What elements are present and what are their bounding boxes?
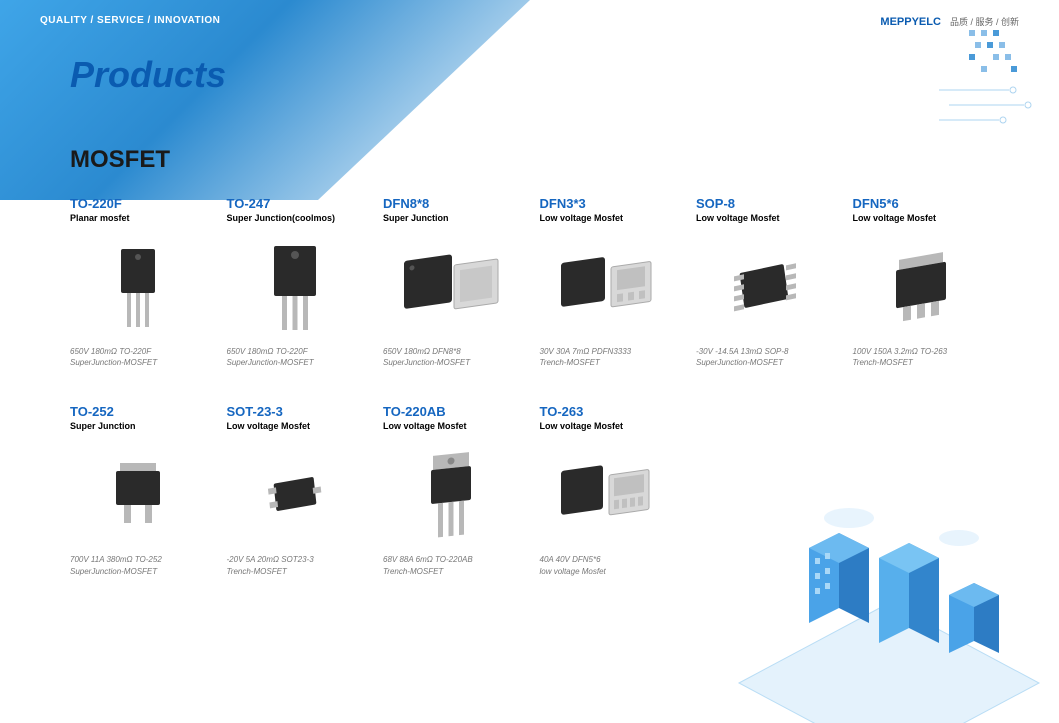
section-title: MOSFET [70,146,989,174]
product-image [70,233,207,338]
product-title: TO-220AB [383,404,520,419]
product-image [853,233,990,338]
product-title: DFN8*8 [383,196,520,211]
brand-sub: 品质 / 服务 / 创新 [950,17,1019,27]
product-grid: TO-220F Planar mosfet 650V 180mΩ TO-220F… [70,196,989,577]
product-image [70,441,207,546]
product-subtitle: Low voltage Mosfet [853,213,990,223]
product-card: TO-220F Planar mosfet 650V 180mΩ TO-220F… [70,196,207,368]
product-title: TO-252 [70,404,207,419]
product-card: DFN8*8 Super Junction 650V 180mΩ DFN8*8S… [383,196,520,368]
product-spec: 650V 180mΩ DFN8*8SuperJunction-MOSFET [383,346,520,368]
product-spec: -30V -14.5A 13mΩ SOP-8SuperJunction-MOSF… [696,346,833,368]
product-card: TO-247 Super Junction(coolmos) 650V 180m… [227,196,364,368]
header: QUALITY / SERVICE / INNOVATION MEPPYELC … [0,0,1059,96]
product-subtitle: Low voltage Mosfet [227,421,364,431]
product-card: SOT-23-3 Low voltage Mosfet -20V 5A 20mΩ… [227,404,364,576]
product-subtitle: Super Junction [383,213,520,223]
product-spec: 100V 150A 3.2mΩ TO-263Trench-MOSFET [853,346,990,368]
product-image [696,233,833,338]
product-image [540,233,677,338]
product-image [383,441,520,546]
page-title: Products [70,54,1019,96]
product-title: SOP-8 [696,196,833,211]
tagline: QUALITY / SERVICE / INNOVATION [40,15,1019,26]
product-spec: -20V 5A 20mΩ SOT23-3Trench-MOSFET [227,554,364,576]
product-card: DFN3*3 Low voltage Mosfet 30V 30A 7mΩ PD… [540,196,677,368]
brand-logo: MEPPYELC 品质 / 服务 / 创新 [880,15,1019,28]
product-subtitle: Super Junction [70,421,207,431]
product-image [227,233,364,338]
product-title: TO-247 [227,196,364,211]
product-spec: 650V 180mΩ TO-220FSuperJunction-MOSFET [70,346,207,368]
product-title: DFN5*6 [853,196,990,211]
product-spec: 30V 30A 7mΩ PDFN3333Trench-MOSFET [540,346,677,368]
product-card: DFN5*6 Low voltage Mosfet 100V 150A 3.2m… [853,196,990,368]
product-spec: 700V 11A 380mΩ TO-252SuperJunction-MOSFE… [70,554,207,576]
product-card: TO-220AB Low voltage Mosfet 68V 88A 6mΩ … [383,404,520,576]
product-card: TO-263 Low voltage Mosfet 40A 40V DFN5*6… [540,404,677,576]
content: MOSFET TO-220F Planar mosfet 650V 180mΩ … [0,96,1059,577]
product-title: SOT-23-3 [227,404,364,419]
product-card: TO-252 Super Junction 700V 11A 380mΩ TO-… [70,404,207,576]
product-subtitle: Low voltage Mosfet [540,213,677,223]
product-title: TO-220F [70,196,207,211]
product-image [227,441,364,546]
product-title: TO-263 [540,404,677,419]
product-spec: 68V 88A 6mΩ TO-220ABTrench-MOSFET [383,554,520,576]
product-card: SOP-8 Low voltage Mosfet -30V -14.5A 13m… [696,196,833,368]
product-subtitle: Low voltage Mosfet [540,421,677,431]
brand-name: MEPPYELC [880,16,941,28]
product-subtitle: Low voltage Mosfet [383,421,520,431]
product-title: DFN3*3 [540,196,677,211]
product-subtitle: Super Junction(coolmos) [227,213,364,223]
product-subtitle: Planar mosfet [70,213,207,223]
product-image [540,441,677,546]
product-subtitle: Low voltage Mosfet [696,213,833,223]
product-spec: 650V 180mΩ TO-220FSuperJunction-MOSFET [227,346,364,368]
product-image [383,233,520,338]
product-spec: 40A 40V DFN5*6low voltage Mosfet [540,554,677,576]
